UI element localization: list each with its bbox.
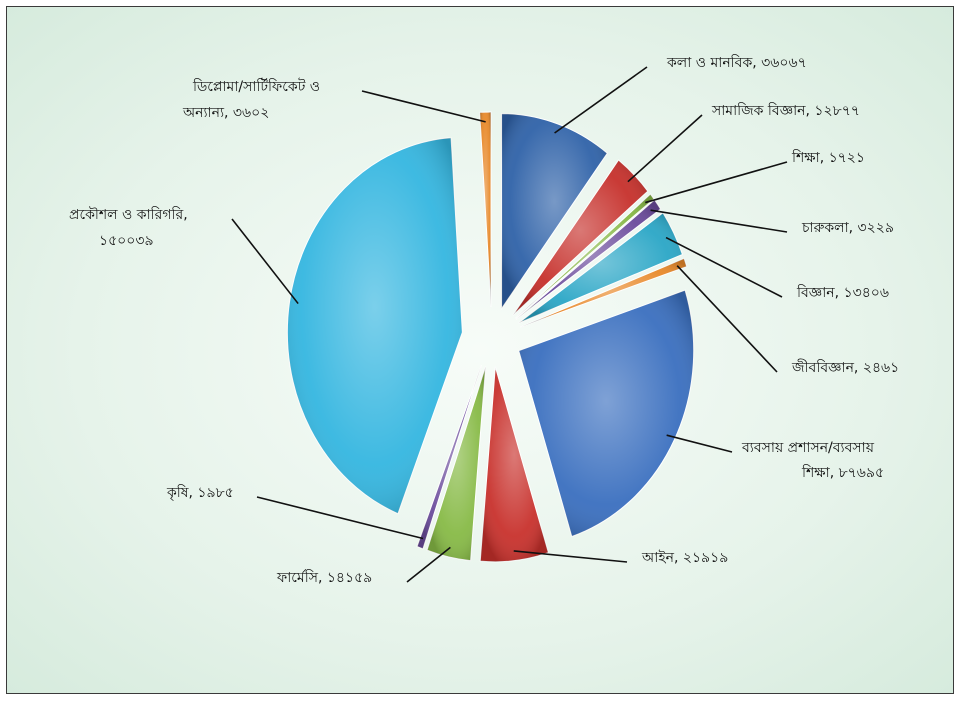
slice-label-7: আইন, ২১৯১৯ [641,549,728,566]
leader-line-2 [645,161,788,204]
pie-slice-7 [479,366,550,563]
slice-label-2: শিক্ষা, ১৭২১ [791,149,865,166]
leader-line-10 [231,218,299,305]
leader-line-9 [256,496,424,540]
leader-line-4 [665,236,783,298]
pie-slice-8 [426,366,487,562]
pie-slice-5 [520,257,688,328]
pie-slice-6 [518,289,695,538]
leader-line-7 [513,550,628,563]
slice-label-8: ফার্মেসি, ১৪১৫৯ [276,569,372,586]
slice-label-9: কৃষি, ১৯৮৫ [166,484,234,501]
leader-line-8 [406,546,451,583]
pie-slice-2 [515,193,655,319]
pie-slice-0 [501,113,609,311]
pie-slice-11 [479,111,492,308]
slice-label-10: প্রকৌশল ও কারিগরি, ১৫০০৩৯ [69,206,188,249]
slice-label-1: সামাজিক বিজ্ঞান, ১২৮৭৭ [711,102,860,119]
leader-line-5 [676,265,778,373]
slice-label-5: জীববিজ্ঞান, ২৪৬১ [791,359,899,376]
slice-label-0: কলা ও মানবিক, ৩৬০৬৭ [666,54,807,71]
leader-line-6 [666,434,733,453]
leader-line-0 [554,66,648,134]
leader-lines [231,66,788,583]
leader-line-3 [650,209,788,233]
slice-label-4: বিজ্ঞান, ১৩৪০৬ [796,284,889,301]
slice-labels: কলা ও মানবিক, ৩৬০৬৭ সামাজিক বিজ্ঞান, ১২৮৭… [69,54,899,586]
slice-label-6: ব্যবসায় প্রশাসন/ব্যবসায় শিক্ষা, ৮৭৬৯৫ [741,440,884,481]
pie-slices [286,111,695,563]
pie-chart: কলা ও মানবিক, ৩৬০৬৭ সামাজিক বিজ্ঞান, ১২৮৭… [69,54,899,586]
slice-label-11: ডিপ্লোমা/সার্টিফিকেট ও অন্যান্য, ৩৬০২ [182,78,320,121]
pie-slice-10 [286,137,463,515]
leader-line-11 [361,90,486,123]
pie-slice-9 [416,364,482,550]
chart-frame: কলা ও মানবিক, ৩৬০৬৭ সামাজিক বিজ্ঞান, ১২৮৭… [6,6,954,694]
slice-label-3: চারুকলা, ৩২২৯ [801,220,894,236]
leader-line-1 [627,114,703,183]
pie-slice-1 [512,159,649,316]
